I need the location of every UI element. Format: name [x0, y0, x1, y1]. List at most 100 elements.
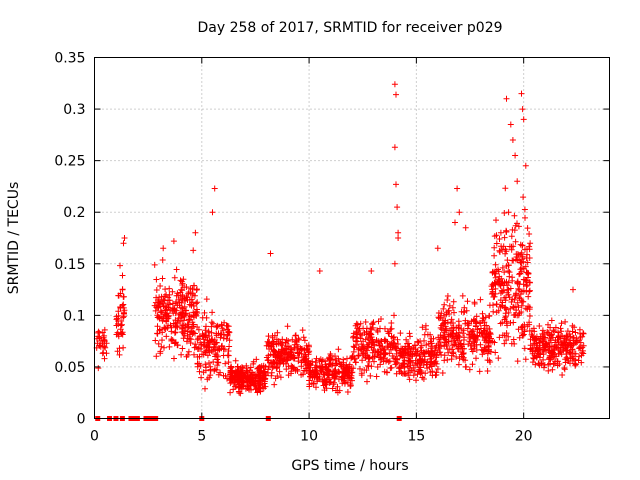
data-point: [570, 286, 576, 293]
data-point: [290, 352, 297, 359]
data-point: [441, 301, 448, 308]
data-point: [340, 377, 347, 384]
data-point: [201, 309, 208, 316]
data-point: [368, 268, 375, 274]
data-point: [467, 334, 474, 341]
data-point: [196, 353, 203, 360]
data-point: [490, 308, 497, 315]
data-point: [399, 345, 406, 352]
y-tick-label: 0.25: [54, 154, 85, 170]
data-point: [194, 361, 201, 367]
data-point: [161, 325, 168, 332]
x-tick-label: 15: [407, 429, 425, 445]
data-point: [344, 372, 351, 379]
data-point: [548, 348, 555, 355]
data-point: [160, 296, 167, 303]
data-points: [93, 81, 587, 421]
data-point: [194, 346, 201, 352]
data-point: [215, 353, 221, 360]
data-point: [522, 356, 529, 363]
data-point: [359, 357, 366, 364]
data-point: [444, 356, 451, 363]
data-point: [296, 336, 302, 343]
data-point: [264, 338, 271, 345]
data-point: [192, 341, 199, 348]
data-point: [444, 346, 451, 353]
data-point: [211, 185, 218, 192]
data-point: [183, 353, 190, 360]
data-point: [417, 370, 424, 377]
data-point: [227, 375, 234, 382]
data-point: [448, 338, 455, 345]
data-point: [220, 352, 227, 359]
data-point: [506, 294, 513, 301]
data-point: [454, 185, 461, 192]
data-point: [432, 372, 439, 379]
data-point: [368, 339, 375, 346]
data-point: [429, 349, 436, 356]
data-point: [160, 314, 167, 321]
data-point: [352, 359, 359, 366]
data-point: [497, 229, 504, 236]
data-point: [155, 340, 162, 347]
data-point: [119, 286, 126, 293]
data-point: [382, 325, 388, 332]
data-point: [243, 362, 250, 369]
data-point: [570, 340, 577, 347]
data-point: [244, 376, 251, 383]
data-point: [277, 353, 284, 360]
data-point: [279, 342, 286, 349]
data-point: [254, 389, 261, 396]
data-point: [525, 293, 532, 300]
data-point: [515, 223, 522, 230]
data-point: [540, 338, 547, 345]
data-point: [480, 327, 487, 334]
data-point: [375, 339, 382, 346]
data-point: [514, 178, 521, 185]
data-point: [173, 320, 180, 327]
data-point: [210, 344, 217, 351]
data-point: [395, 235, 402, 241]
data-point: [486, 313, 492, 320]
data-point: [187, 340, 194, 346]
data-point: [237, 379, 244, 386]
data-point: [360, 338, 367, 345]
data-point: [518, 324, 525, 331]
data-point: [396, 368, 403, 375]
x-tick-label: 10: [300, 429, 318, 445]
data-point: [512, 222, 519, 229]
data-point: [399, 370, 406, 377]
data-point: [208, 348, 215, 355]
data-point: [507, 305, 514, 312]
data-point: [477, 320, 484, 327]
data-point: [539, 327, 546, 334]
data-point: [518, 302, 525, 309]
data-point: [437, 314, 444, 321]
data-point: [520, 276, 527, 283]
data-point: [313, 369, 320, 376]
data-point: [282, 339, 289, 346]
data-point: [205, 328, 212, 335]
data-point: [459, 292, 466, 299]
data-point: [227, 389, 234, 396]
data-point: [455, 325, 462, 332]
data-point: [449, 304, 456, 311]
data-point: [557, 335, 564, 342]
data-point: [195, 326, 202, 333]
data-point: [473, 355, 479, 362]
data-point: [213, 332, 220, 339]
data-point: [460, 350, 467, 356]
data-point: [160, 245, 167, 252]
data-point: [444, 297, 451, 303]
data-point: [554, 358, 561, 365]
data-point: [432, 360, 439, 367]
data-point: [296, 350, 303, 357]
data-point: [171, 305, 178, 312]
data-point: [378, 356, 384, 363]
data-point: [367, 372, 374, 379]
data-point: [332, 375, 338, 382]
data-point: [502, 304, 509, 311]
data-point: [499, 288, 506, 295]
y-tick-label: 0.3: [63, 102, 85, 118]
data-point: [361, 367, 368, 373]
